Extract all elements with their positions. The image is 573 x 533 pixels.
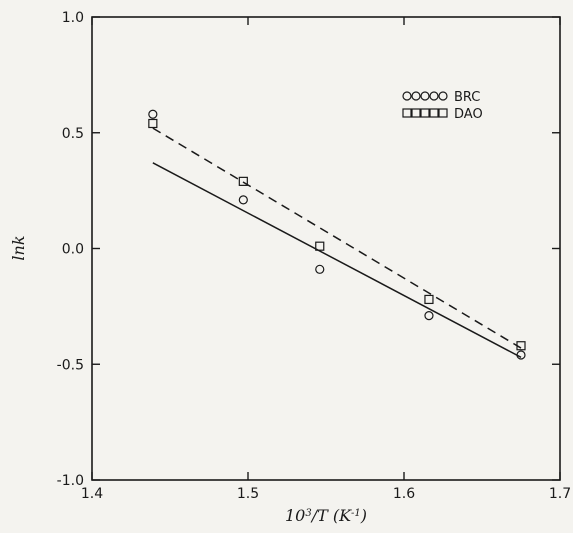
legend-marker xyxy=(429,108,439,118)
x-tick-label: 1.5 xyxy=(237,486,259,502)
y-tick-label: 0.0 xyxy=(62,242,84,258)
legend-marker xyxy=(429,91,439,101)
x-axis: 1.4 1.5 1.6 1.7 xyxy=(81,17,571,502)
x-axis-title-close: ) xyxy=(360,506,367,525)
y-tick-label: 1.0 xyxy=(62,10,84,26)
y-tick-label: -0.5 xyxy=(57,357,84,373)
point-brc xyxy=(315,264,325,274)
x-axis-title-rest: /T (K xyxy=(310,506,352,525)
legend-marker xyxy=(420,108,430,118)
legend-label: BRC xyxy=(454,90,480,105)
y-axis: -1.0 -0.5 0.0 0.5 1.0 xyxy=(57,10,560,489)
x-tick-label: 1.4 xyxy=(81,486,103,502)
fit-line-brc xyxy=(152,162,522,358)
x-axis-title-base: 10 xyxy=(285,506,305,525)
y-tick-label: -1.0 xyxy=(57,473,84,489)
point-dao xyxy=(148,118,158,129)
x-axis-title-unit-exponent: -1 xyxy=(351,508,361,519)
x-tick-label: 1.7 xyxy=(549,486,571,502)
fit-lines xyxy=(152,127,522,358)
point-brc xyxy=(516,350,526,360)
legend-marker xyxy=(420,91,430,101)
legend-item-brc: BRC xyxy=(402,90,480,105)
y-tick-label: 0.5 xyxy=(62,126,84,142)
point-dao xyxy=(516,341,526,351)
legend-marker xyxy=(411,91,421,101)
y-axis-title: lnk xyxy=(9,235,28,260)
x-axis-title: 103/T (K-1) xyxy=(285,506,367,525)
point-dao xyxy=(424,294,434,305)
fit-line-dao xyxy=(152,127,522,349)
legend-label: DAO xyxy=(454,107,483,122)
legend-marker xyxy=(402,91,412,101)
legend-item-dao: DAO xyxy=(402,107,483,122)
x-tick-label: 1.6 xyxy=(393,486,415,502)
point-brc xyxy=(424,311,434,321)
legend-marker xyxy=(438,108,448,118)
point-dao xyxy=(238,176,248,186)
point-dao xyxy=(315,241,325,251)
legend: BRC DAO xyxy=(402,90,483,122)
point-brc xyxy=(238,195,248,205)
data-points xyxy=(148,109,526,360)
point-brc xyxy=(148,109,158,119)
legend-marker xyxy=(411,108,421,118)
x-axis-title-exponent: 3 xyxy=(305,508,311,519)
legend-marker xyxy=(438,91,448,101)
legend-marker xyxy=(402,108,412,118)
